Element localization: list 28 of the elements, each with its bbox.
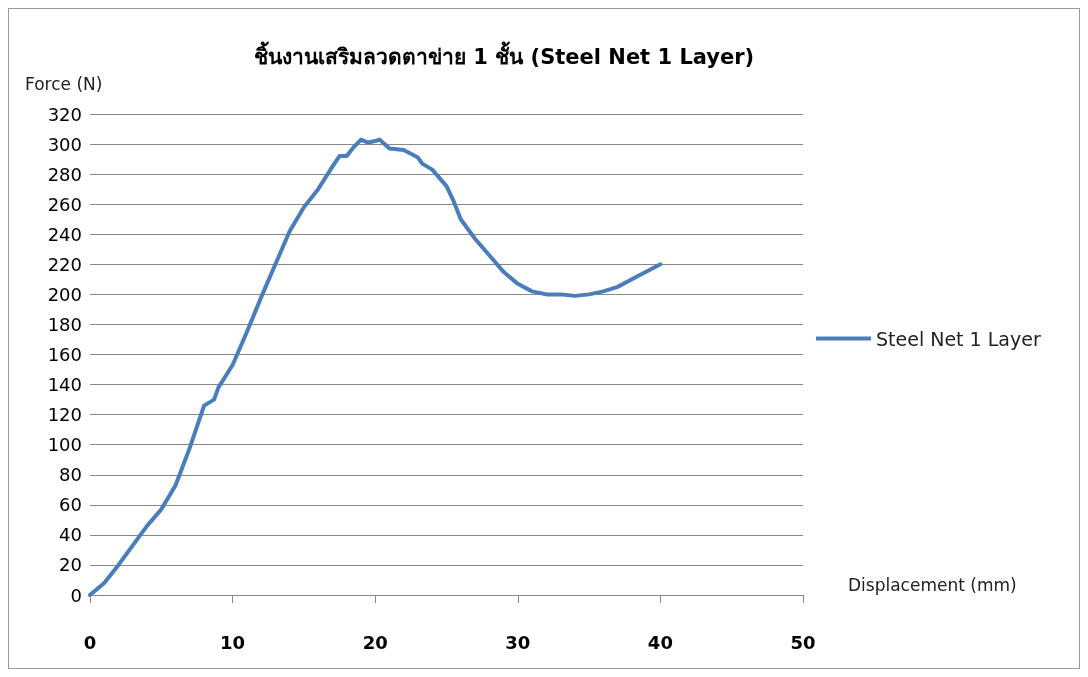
y-tick-label: 300: [47, 133, 82, 155]
y-tick-label: 0: [70, 584, 82, 606]
x-tick-label: 50: [790, 631, 816, 653]
y-tick-label: 120: [47, 404, 82, 426]
chart-title: ชิ้นงานเสริมลวดตาข่าย 1 ชั้น (Steel Net 1 Layer): [254, 40, 755, 69]
x-tick-label: 0: [83, 631, 97, 653]
x-tick-label: 40: [647, 631, 673, 653]
y-tick-label: 280: [47, 163, 82, 185]
x-tick-label: 10: [220, 631, 246, 653]
y-tick-label: 100: [47, 434, 82, 456]
y-tick-label: 20: [59, 554, 82, 576]
y-tick-label: 40: [59, 524, 82, 546]
y-tick-label: 260: [47, 193, 82, 215]
y-tick-label: 220: [47, 253, 82, 275]
x-tick-label: 20: [362, 631, 388, 653]
y-tick-label: 140: [47, 374, 82, 396]
y-tick-label: 320: [47, 103, 82, 125]
y-tick-label: 200: [47, 283, 82, 305]
y-tick-label: 240: [47, 223, 82, 245]
y-axis-title: Force (N): [25, 73, 103, 94]
x-tick-label: 30: [505, 631, 531, 653]
line-series: [88, 137, 663, 597]
x-axis-title: Displacement (mm): [848, 574, 1017, 595]
legend-label: Steel Net 1 Layer: [876, 327, 1041, 350]
y-tick-label: 60: [59, 494, 82, 516]
y-tick-label: 80: [59, 464, 82, 486]
y-tick-label: 160: [47, 344, 82, 365]
y-tick-label: 180: [47, 313, 82, 335]
